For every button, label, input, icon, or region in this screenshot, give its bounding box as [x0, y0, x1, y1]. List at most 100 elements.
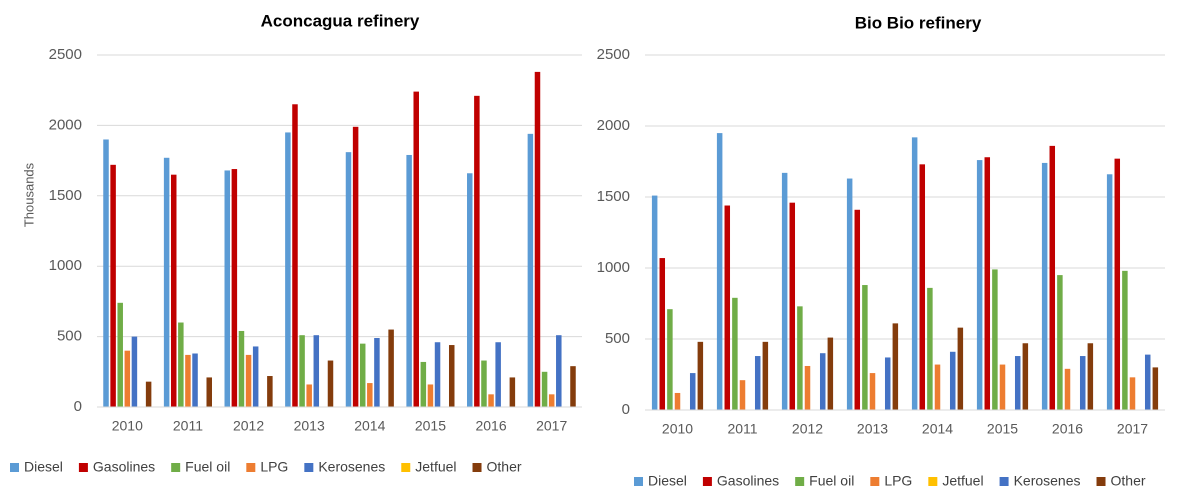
bar: [892, 323, 899, 410]
bar: [957, 327, 964, 410]
y-tick-label: 2000: [49, 116, 82, 133]
bar: [117, 302, 123, 407]
bar: [327, 360, 334, 407]
bar: [359, 343, 366, 407]
legend-label: Gasolines: [93, 459, 155, 475]
legend-swatch: [928, 477, 938, 486]
bar: [854, 209, 861, 410]
bar: [178, 322, 184, 407]
legend-swatch: [171, 463, 181, 472]
bar: [1057, 275, 1063, 410]
x-tick-label: 2011: [727, 421, 757, 437]
x-tick-label: 2015: [415, 418, 446, 434]
bar: [1041, 162, 1048, 410]
bar: [659, 258, 666, 410]
chart: Aconcagua refinery Thousands 0 500 1000 1500 2…: [10, 11, 582, 475]
chart: Bio Bio refinery 0 500 1000 1500 2000 2500 2010…: [597, 13, 1165, 489]
bar: [231, 169, 238, 407]
bar: [927, 287, 933, 410]
bar: [413, 91, 419, 407]
bar: [884, 357, 891, 410]
bar: [697, 341, 704, 410]
chart-title: Bio Bio refinery: [855, 13, 982, 32]
legend-swatch: [78, 463, 88, 472]
x-tick-label: 2013: [294, 418, 325, 434]
bar: [789, 202, 796, 410]
bar: [1022, 343, 1029, 410]
bar: [488, 394, 494, 407]
bar: [299, 335, 305, 407]
legend-label: Kerosenes: [318, 459, 385, 475]
x-tick-label: 2012: [792, 421, 823, 437]
legend-swatch: [401, 463, 411, 472]
bar: [103, 139, 109, 408]
bar: [1114, 158, 1121, 410]
bar: [869, 373, 876, 410]
bar: [804, 365, 811, 410]
y-tick-label: 500: [605, 330, 630, 347]
bar: [448, 345, 455, 407]
bar: [862, 285, 868, 410]
bar: [992, 269, 998, 410]
bar: [911, 137, 918, 411]
bar: [797, 306, 803, 410]
bar: [434, 342, 441, 407]
bar: [374, 338, 380, 407]
y-tick-label: 2000: [597, 117, 630, 134]
legend-label: Other: [487, 459, 522, 475]
bar: [427, 384, 434, 407]
bar: [131, 336, 138, 407]
legend-label: Jetfuel: [415, 459, 456, 475]
bar: [667, 309, 673, 410]
y-axis-label: Thousands: [21, 162, 36, 227]
x-tick-label: 2014: [922, 421, 953, 437]
bar: [541, 371, 548, 407]
legend-swatch: [246, 463, 256, 472]
y-tick-label: 1000: [597, 259, 630, 276]
legend-swatch: [1096, 477, 1106, 486]
bar: [781, 172, 788, 410]
bar: [716, 133, 723, 410]
bar: [345, 152, 352, 407]
legend-swatch: [702, 477, 712, 486]
legend-swatch: [10, 463, 19, 472]
bar: [570, 366, 576, 407]
bar: [406, 154, 412, 407]
x-tick-label: 2010: [662, 421, 693, 437]
bar: [495, 342, 501, 407]
bar: [556, 335, 562, 407]
bar: [1122, 270, 1128, 410]
bar: [1144, 354, 1151, 410]
y-tick-label: 1500: [597, 188, 630, 205]
bar: [1049, 145, 1056, 410]
y-tick-label: 500: [57, 328, 82, 345]
bar: [999, 364, 1006, 410]
bar: [1079, 356, 1086, 410]
bar: [267, 376, 273, 407]
bar: [934, 364, 941, 410]
legend-swatch: [634, 477, 643, 486]
bar: [285, 132, 291, 407]
bar: [548, 394, 555, 407]
legend-label: Kerosenes: [1014, 473, 1081, 489]
bar: [245, 354, 252, 407]
legend-label: Jetfuel: [942, 473, 983, 489]
legend-label: Other: [1111, 473, 1146, 489]
legend-swatch: [472, 463, 482, 472]
bar: [481, 360, 487, 407]
bar: [224, 170, 231, 407]
legend-label: Fuel oil: [185, 459, 230, 475]
x-tick-label: 2014: [354, 418, 385, 434]
bar: [674, 392, 681, 410]
bar: [313, 335, 320, 407]
bar: [1129, 377, 1136, 410]
legend-swatch: [304, 463, 314, 472]
chart-title: Aconcagua refinery: [261, 11, 420, 30]
bar: [819, 353, 826, 410]
bar: [1064, 368, 1071, 410]
x-tick-label: 2012: [233, 418, 264, 434]
y-tick-label: 0: [74, 398, 82, 415]
bar: [238, 330, 245, 407]
bar: [163, 157, 170, 407]
